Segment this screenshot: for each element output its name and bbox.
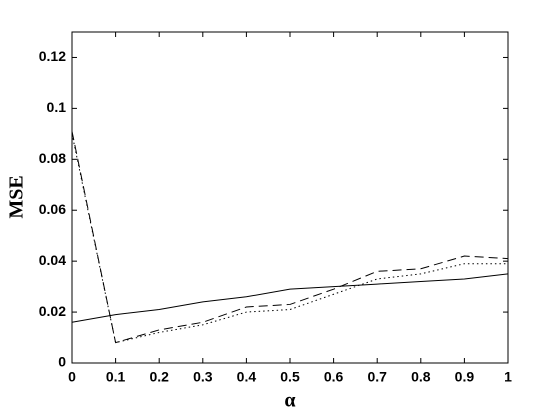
x-tick-label: 0.4 (237, 369, 257, 385)
y-tick-label: 0.04 (39, 252, 66, 268)
y-tick-label: 0.1 (47, 99, 67, 115)
x-tick-label: 0.7 (367, 369, 387, 385)
y-tick-label: 0.02 (39, 303, 66, 319)
x-tick-label: 0.1 (106, 369, 126, 385)
x-tick-label: 0.9 (455, 369, 475, 385)
x-tick-label: 0.6 (324, 369, 344, 385)
x-tick-label: 0.8 (411, 369, 431, 385)
y-tick-label: 0.06 (39, 201, 66, 217)
x-tick-label: 0.5 (280, 369, 300, 385)
y-axis-label: MSE (6, 175, 28, 218)
x-axis-label: α (284, 390, 295, 412)
y-tick-label: 0.08 (39, 150, 66, 166)
y-tick-label: 0.12 (39, 48, 66, 64)
x-tick-label: 0 (68, 369, 76, 385)
data-line (71, 273, 509, 323)
x-tick-label: 1 (504, 369, 512, 385)
data-line (71, 131, 509, 344)
data-line (71, 133, 508, 344)
y-tick-label: 0 (58, 354, 66, 370)
x-tick-label: 0.2 (149, 369, 169, 385)
x-tick-label: 0.3 (193, 369, 213, 385)
